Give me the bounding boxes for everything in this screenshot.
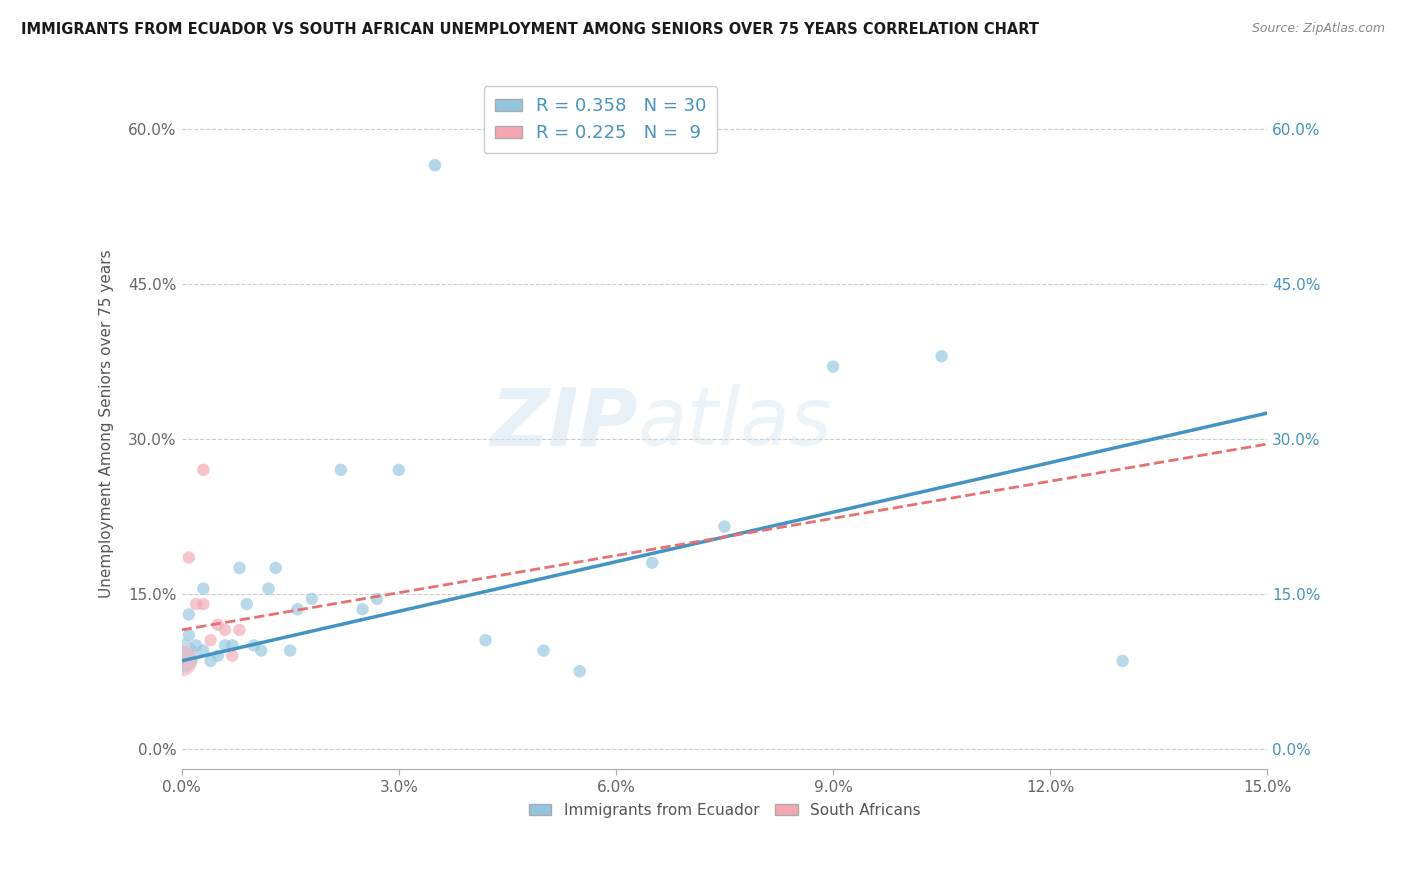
Point: [533, 643, 555, 657]
Point: [474, 633, 496, 648]
Point: [200, 654, 222, 668]
Point: [221, 648, 243, 663]
Point: [193, 463, 215, 477]
Point: [170, 648, 193, 663]
Point: [177, 550, 200, 565]
Point: [250, 643, 273, 657]
Point: [228, 561, 250, 575]
Text: atlas: atlas: [637, 384, 832, 462]
Point: [568, 664, 591, 678]
Y-axis label: Unemployment Among Seniors over 75 years: Unemployment Among Seniors over 75 years: [100, 249, 114, 598]
Point: [821, 359, 844, 374]
Point: [193, 643, 215, 657]
Point: [329, 463, 352, 477]
Point: [184, 639, 207, 653]
Point: [228, 623, 250, 637]
Point: [641, 556, 664, 570]
Point: [264, 561, 287, 575]
Point: [388, 463, 411, 477]
Point: [177, 628, 200, 642]
Point: [366, 591, 388, 606]
Point: [207, 648, 229, 663]
Point: [931, 349, 953, 363]
Point: [193, 582, 215, 596]
Point: [1111, 654, 1133, 668]
Point: [713, 519, 735, 533]
Point: [170, 654, 193, 668]
Point: [200, 633, 222, 648]
Text: IMMIGRANTS FROM ECUADOR VS SOUTH AFRICAN UNEMPLOYMENT AMONG SENIORS OVER 75 YEAR: IMMIGRANTS FROM ECUADOR VS SOUTH AFRICAN…: [21, 22, 1039, 37]
Point: [214, 639, 236, 653]
Point: [352, 602, 374, 616]
Point: [287, 602, 309, 616]
Point: [221, 639, 243, 653]
Text: ZIP: ZIP: [491, 384, 637, 462]
Point: [236, 597, 259, 611]
Point: [193, 597, 215, 611]
Point: [423, 158, 446, 172]
Point: [184, 597, 207, 611]
Point: [301, 591, 323, 606]
Point: [177, 607, 200, 622]
Point: [207, 617, 229, 632]
Legend: Immigrants from Ecuador, South Africans: Immigrants from Ecuador, South Africans: [523, 797, 927, 824]
Point: [243, 639, 266, 653]
Text: Source: ZipAtlas.com: Source: ZipAtlas.com: [1251, 22, 1385, 36]
Point: [257, 582, 280, 596]
Point: [214, 623, 236, 637]
Point: [278, 643, 301, 657]
